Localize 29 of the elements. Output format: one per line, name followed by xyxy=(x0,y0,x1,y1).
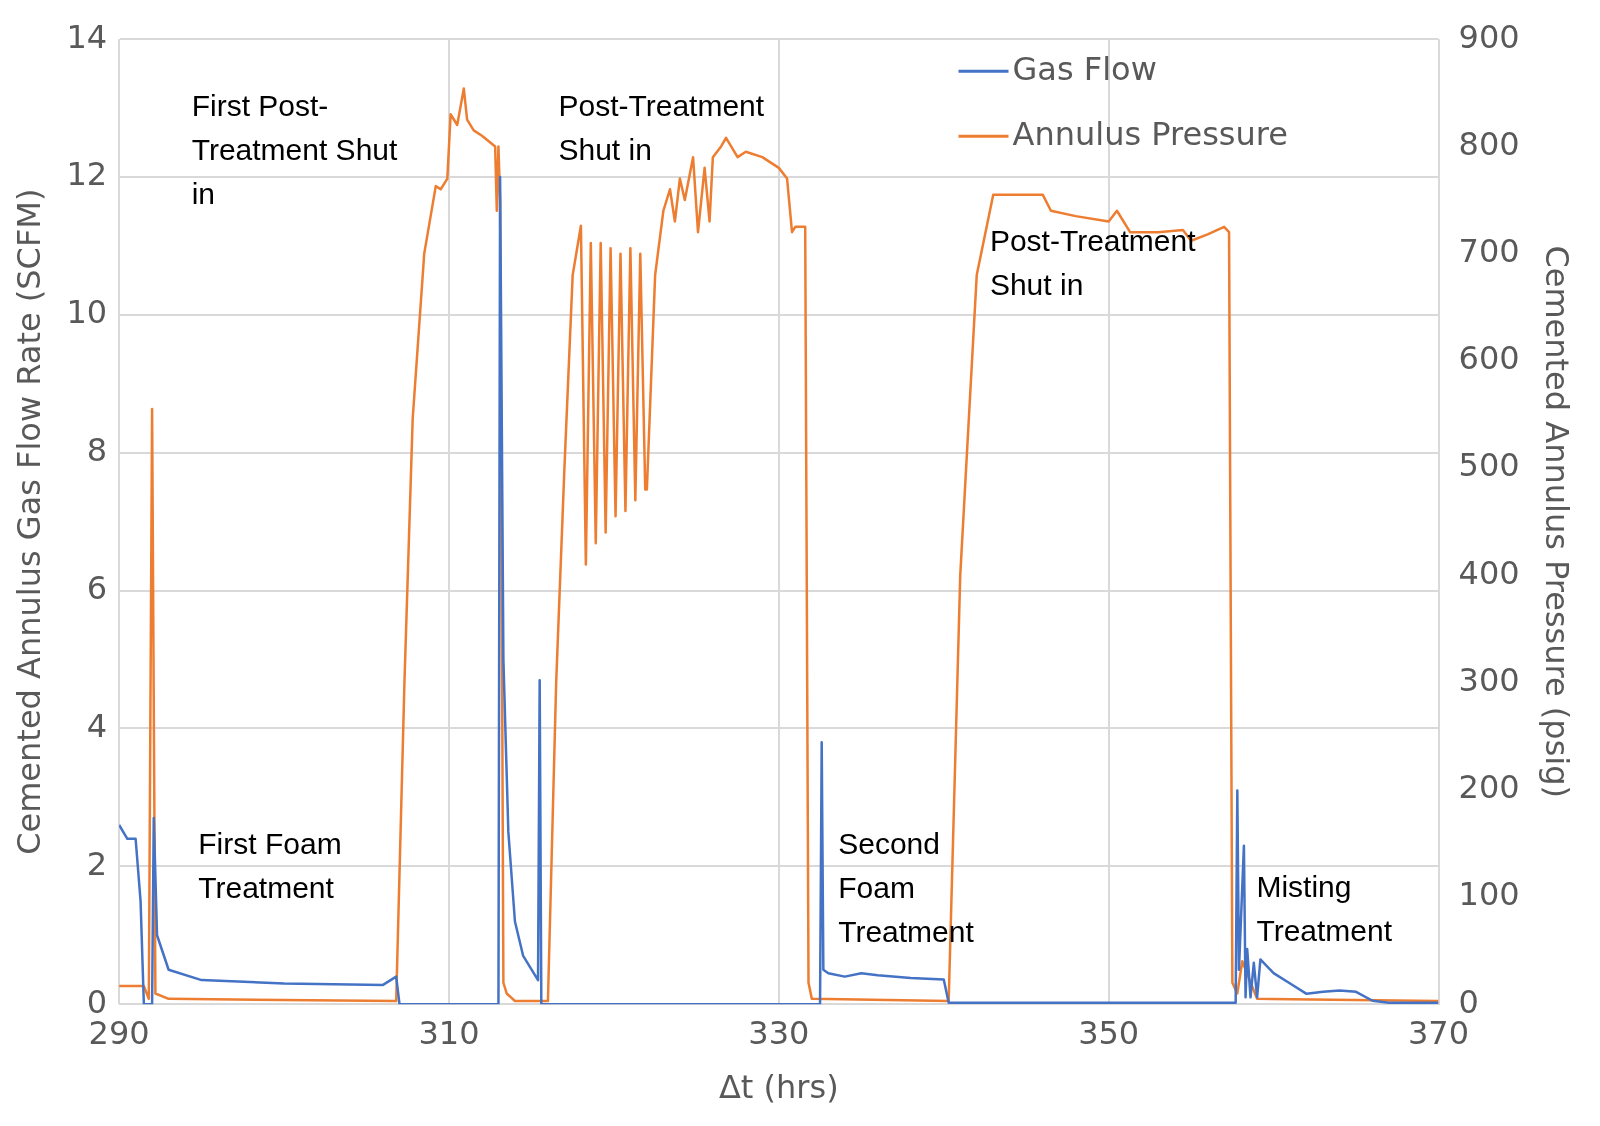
y2-axis-title: Cemented Annulus Pressure (psig) xyxy=(1538,245,1577,798)
y-tick-label: 12 xyxy=(66,155,108,194)
y-tick-label: 10 xyxy=(66,293,108,332)
y2-tick-label: 100 xyxy=(1458,875,1520,914)
y2-tick-label: 400 xyxy=(1458,553,1520,592)
annotation: First Post- Treatment Shut in xyxy=(191,88,398,210)
annotation: First Foam Treatment xyxy=(198,826,342,904)
annotation: Post-Treatment Shut in xyxy=(558,88,765,166)
y2-tick-label: 500 xyxy=(1458,446,1520,485)
annotation: Misting Treatment xyxy=(1256,870,1393,948)
y-tick-label: 6 xyxy=(86,568,108,607)
x-tick-label: 330 xyxy=(748,1013,810,1052)
legend-label: Annulus Pressure xyxy=(1012,114,1288,153)
x-tick-label: 350 xyxy=(1078,1013,1140,1052)
y-tick-label: 2 xyxy=(86,844,108,883)
x-axis-title: Δt (hrs) xyxy=(718,1068,839,1107)
y2-tick-label: 600 xyxy=(1458,339,1520,378)
y2-tick-label: 800 xyxy=(1458,124,1520,163)
y-tick-label: 8 xyxy=(86,431,108,470)
y2-tick-label: 700 xyxy=(1458,231,1520,270)
legend-label: Gas Flow xyxy=(1012,49,1157,88)
annotation: Post-Treatment Shut in xyxy=(989,223,1197,301)
x-tick-label: 310 xyxy=(418,1013,480,1052)
y-tick-label: 4 xyxy=(86,706,108,745)
y2-tick-label: 200 xyxy=(1458,768,1520,807)
y-axis-title: Cemented Annulus Gas Flow Rate (SCFM) xyxy=(9,188,48,855)
y-tick-label: 14 xyxy=(66,17,108,56)
y2-tick-label: 900 xyxy=(1458,17,1520,56)
y2-tick-label: 300 xyxy=(1458,660,1520,699)
